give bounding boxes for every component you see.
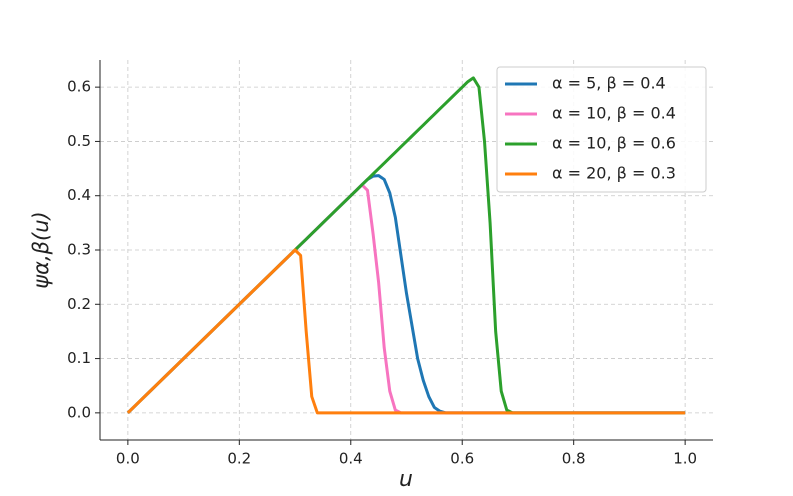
legend-box bbox=[496, 66, 707, 193]
y-tick-label: 0.2 bbox=[67, 295, 91, 313]
y-tick-label: 0.3 bbox=[67, 241, 91, 259]
x-tick-label: 0.8 bbox=[562, 450, 586, 468]
x-tick-label: 0.4 bbox=[339, 450, 363, 468]
y-tick-label: 0.6 bbox=[67, 78, 91, 96]
legend: α = 5, β = 0.4 α = 10, β = 0.4 α = 10, β =… bbox=[496, 66, 707, 193]
legend-label: α = 10, β = 0.6 bbox=[552, 134, 676, 153]
legend-label: α = 20, β = 0.3 bbox=[552, 164, 676, 183]
x-tick-label: 0.6 bbox=[450, 450, 474, 468]
y-tick-label: 0.0 bbox=[67, 403, 91, 421]
series-line bbox=[126, 248, 686, 415]
x-tick-label: 0.0 bbox=[116, 450, 140, 468]
x-axis-label: u bbox=[399, 467, 413, 492]
y-tick-label: 0.4 bbox=[67, 186, 91, 204]
x-tick-label: 0.2 bbox=[227, 450, 251, 468]
y-tick-label: 0.5 bbox=[67, 132, 91, 150]
y-axis-label: ψα,β(u) bbox=[29, 211, 53, 288]
legend-label: α = 10, β = 0.4 bbox=[552, 104, 676, 123]
x-tick-label: 1.0 bbox=[673, 450, 697, 468]
series-line bbox=[126, 174, 686, 415]
y-tick-label: 0.1 bbox=[67, 349, 91, 367]
series-line bbox=[126, 76, 686, 415]
legend-label: α = 5, β = 0.4 bbox=[552, 74, 666, 93]
